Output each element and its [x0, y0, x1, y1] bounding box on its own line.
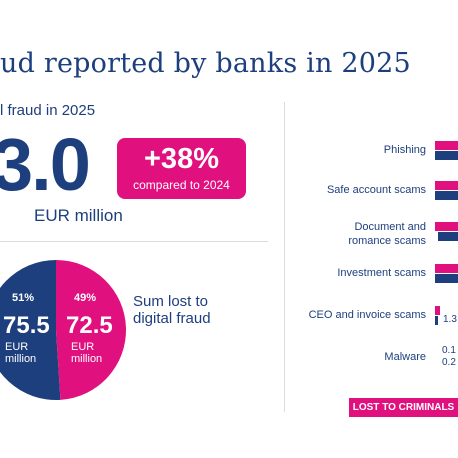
pie-right-unit: EUR million [71, 341, 103, 366]
page-title: ud reported by banks in 2025 [0, 48, 411, 79]
category-label-ceo-invoice: CEO and invoice scams [308, 309, 426, 321]
value-label-ceo: 1.3 [443, 314, 457, 325]
bar-document-navy [438, 232, 458, 241]
bar-investment-pink [435, 264, 458, 273]
value-label-malware-2: 0.2 [442, 357, 456, 368]
category-label-document-line2: romance scams [348, 235, 426, 248]
total-fraud-value: 3.0 [0, 123, 91, 206]
category-label-safe-account: Safe account scams [326, 184, 426, 196]
pie-slice-digital-navy [0, 260, 61, 400]
pie-slice-right-labels: 49% [74, 292, 96, 304]
category-label-document-line1: Document and [354, 221, 426, 233]
bar-investment-navy [435, 274, 458, 283]
pie-left-value: 75.5 [3, 312, 50, 339]
pie-left-unit: EUR million [5, 341, 37, 366]
bar-ceo-pink [435, 306, 440, 315]
bar-phishing-navy [435, 151, 458, 160]
change-percent: +38% [144, 143, 219, 175]
pie-slice-left-labels: 51% [12, 292, 34, 304]
value-label-malware-1: 0.1 [442, 345, 456, 356]
change-badge: +38% compared to 2024 [117, 138, 246, 199]
sum-lost-label: Sum lost to digital fraud [133, 293, 211, 328]
legend-lost-to-criminals: LOST TO CRIMINALS [349, 398, 458, 417]
horizontal-divider [0, 241, 268, 242]
total-fraud-unit: EUR million [34, 206, 123, 225]
pie-right-percent: 49% [74, 292, 97, 304]
category-label-phishing: Phishing [383, 144, 426, 156]
vertical-divider [284, 102, 285, 412]
section-subtitle: l fraud in 2025 [0, 102, 96, 119]
pie-right-value-wrap: 72.5 [66, 314, 113, 338]
pie-slice-digital-pink [56, 260, 126, 400]
change-comparison: compared to 2024 [133, 178, 230, 192]
category-label-document-romance: Document and romance scams [348, 220, 426, 249]
pie-right-value: 72.5 [66, 312, 113, 339]
bar-phishing-pink [435, 141, 458, 150]
bar-document-pink [435, 222, 458, 231]
pie-left-percent: 51% [12, 292, 35, 304]
bar-safe-account-pink [435, 181, 458, 190]
bar-ceo-navy [435, 316, 438, 325]
pie-left-unit-wrap: EUR million [5, 341, 45, 365]
bar-safe-account-navy [435, 191, 458, 200]
category-label-investment: Investment scams [337, 267, 426, 279]
pie-right-unit-wrap: EUR million [71, 341, 111, 365]
pie-left-value-wrap: 75.5 [3, 314, 50, 338]
category-label-malware: Malware [384, 351, 426, 363]
